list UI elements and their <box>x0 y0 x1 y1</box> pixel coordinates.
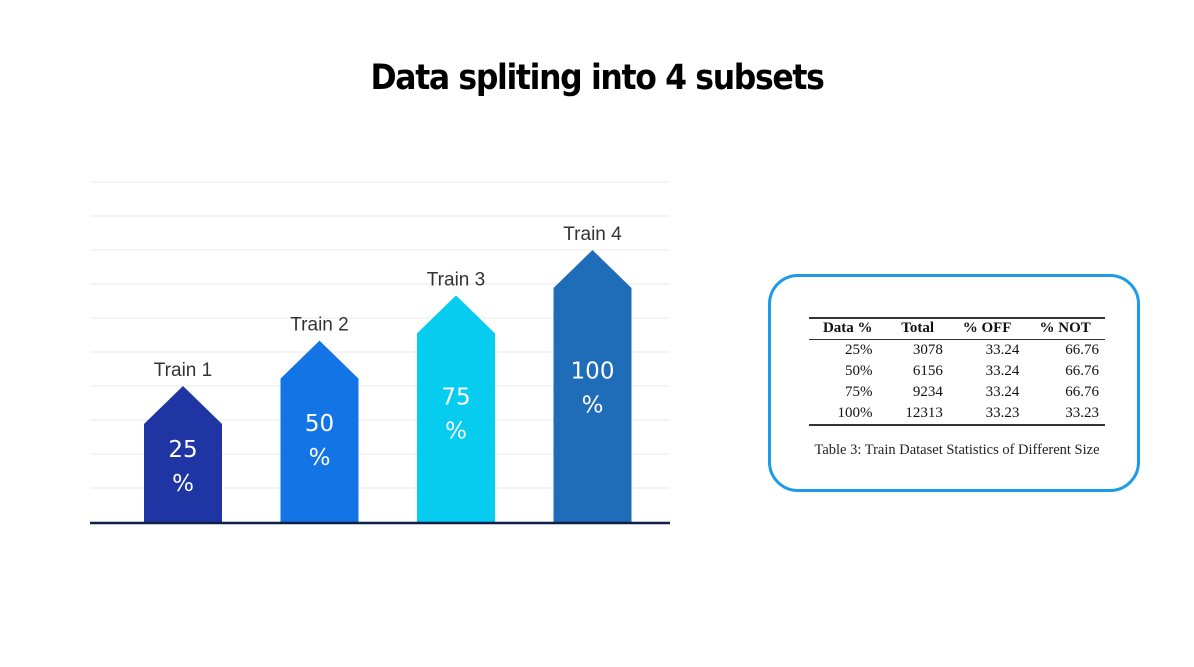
table-cell: 33.23 <box>1065 405 1099 421</box>
data-label: 75% <box>441 385 470 445</box>
table-cell: 12313 <box>905 405 943 421</box>
table-cell: 33.24 <box>985 342 1020 358</box>
table-caption: Table 3: Train Dataset Statistics of Dif… <box>814 442 1100 458</box>
table-cell: 66.76 <box>1065 363 1099 379</box>
table-row: 50% 6156 33.24 66.76 <box>809 361 1105 382</box>
data-label: 25% <box>168 437 197 497</box>
category-label: Train 3 <box>427 269 485 290</box>
table-cell: 75% <box>845 384 873 400</box>
data-label: 50% <box>305 411 334 471</box>
table-row: 75% 9234 33.24 66.76 <box>809 382 1105 403</box>
column-header-data-pct: Data % <box>822 320 873 336</box>
table-row: 25% 3078 33.24 66.76 <box>809 340 1105 362</box>
column-header-off: % OFF <box>962 320 1012 336</box>
stats-table: Data % Total % OFF % NOT 25% 3078 33.24 … <box>809 317 1105 426</box>
slide-title: Data spliting into 4 subsets <box>370 58 824 98</box>
table-cell: 33.24 <box>985 384 1020 400</box>
table-cell: 100% <box>837 405 873 421</box>
bar <box>417 295 495 522</box>
table-row: 100% 12313 33.23 33.23 <box>809 403 1105 425</box>
table-card: Data % Total % OFF % NOT 25% 3078 33.24 … <box>768 274 1140 492</box>
table-cell: 33.24 <box>985 363 1020 379</box>
column-header-not: % NOT <box>1039 320 1091 336</box>
data-label: 100% <box>571 358 615 418</box>
category-label: Train 1 <box>154 360 212 381</box>
table-cell: 6156 <box>912 363 943 379</box>
table-cell: 33.23 <box>985 405 1020 421</box>
category-label: Train 4 <box>563 224 622 245</box>
table-cell: 50% <box>845 363 873 379</box>
table-cell: 25% <box>845 342 873 358</box>
bar <box>144 386 222 522</box>
table-cell: 66.76 <box>1065 384 1099 400</box>
bar-chart: Train 1 25 % Train 2 50 % Train 3 75 % Train 4 100… <box>90 181 670 525</box>
table-cell: 9234 <box>912 384 943 400</box>
table-cell: 3078 <box>912 342 943 358</box>
column-header-total: Total <box>901 320 935 336</box>
table-cell: 66.76 <box>1065 342 1099 358</box>
table-header-row: Data % Total % OFF % NOT <box>809 318 1105 340</box>
bar <box>553 250 632 522</box>
bar <box>280 340 359 522</box>
category-label: Train 2 <box>290 315 348 336</box>
